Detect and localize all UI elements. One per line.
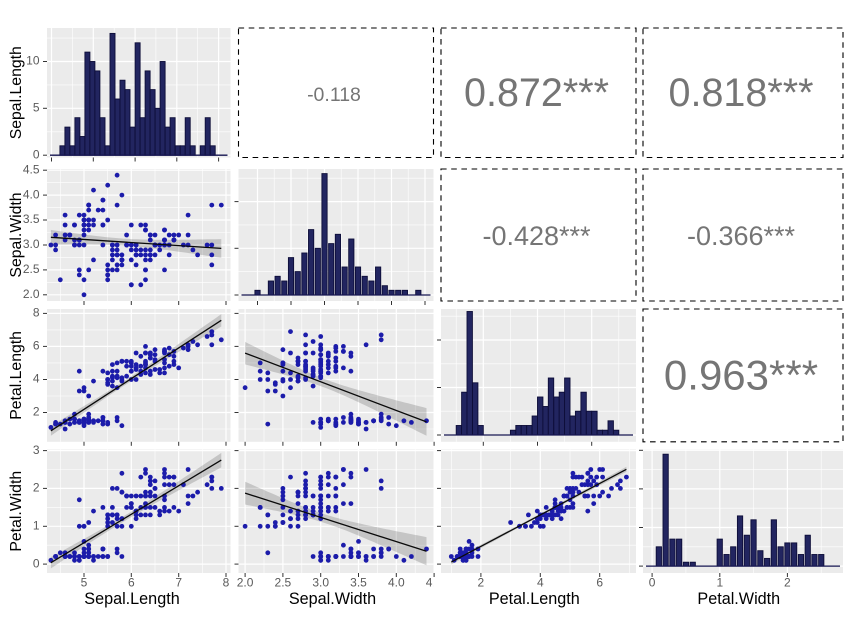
svg-text:Sepal.Width: Sepal.Width <box>289 590 376 608</box>
svg-text:3.5: 3.5 <box>350 576 367 590</box>
svg-text:0.872***: 0.872*** <box>464 71 609 115</box>
svg-text:Sepal.Length: Sepal.Length <box>84 590 179 608</box>
svg-text:4: 4 <box>537 576 544 590</box>
svg-text:4.5: 4.5 <box>23 162 40 176</box>
svg-text:2.0: 2.0 <box>23 287 40 301</box>
svg-text:-0.118: -0.118 <box>307 84 361 106</box>
svg-text:8: 8 <box>223 576 230 590</box>
svg-text:2.5: 2.5 <box>275 576 292 590</box>
svg-text:3.5: 3.5 <box>23 212 40 226</box>
svg-text:4.0: 4.0 <box>388 576 405 590</box>
svg-text:4.0: 4.0 <box>23 187 40 201</box>
svg-text:Petal.Length: Petal.Length <box>8 331 25 420</box>
svg-text:2: 2 <box>478 576 485 590</box>
svg-text:8: 8 <box>33 306 40 320</box>
svg-text:4: 4 <box>33 372 40 386</box>
svg-text:3.0: 3.0 <box>312 576 329 590</box>
svg-text:Petal.Length: Petal.Length <box>489 590 580 608</box>
svg-text:0: 0 <box>33 147 40 161</box>
svg-text:5: 5 <box>81 576 88 590</box>
svg-text:-0.366***: -0.366*** <box>687 221 796 251</box>
svg-text:2.0: 2.0 <box>237 576 254 590</box>
svg-text:1: 1 <box>33 518 40 532</box>
svg-text:1: 1 <box>716 576 723 590</box>
svg-text:6: 6 <box>128 576 135 590</box>
svg-text:3: 3 <box>33 443 40 457</box>
svg-text:0: 0 <box>649 576 656 590</box>
svg-text:2: 2 <box>784 576 791 590</box>
svg-text:0.818***: 0.818*** <box>669 71 814 115</box>
svg-text:6: 6 <box>596 576 603 590</box>
svg-text:2.5: 2.5 <box>23 262 40 276</box>
svg-text:5: 5 <box>33 100 40 114</box>
svg-text:Petal.Width: Petal.Width <box>697 590 780 608</box>
svg-text:3.0: 3.0 <box>23 237 40 251</box>
svg-text:-0.428***: -0.428*** <box>482 221 591 251</box>
svg-text:2: 2 <box>33 481 40 495</box>
svg-text:4.5: 4.5 <box>426 576 443 590</box>
svg-text:Petal.Width: Petal.Width <box>8 471 25 552</box>
svg-text:7: 7 <box>175 576 182 590</box>
svg-text:6: 6 <box>33 339 40 353</box>
svg-text:Sepal.Length: Sepal.Length <box>8 46 25 139</box>
svg-text:10: 10 <box>26 54 40 68</box>
svg-text:0.963***: 0.963*** <box>664 351 818 398</box>
svg-text:Sepal.Width: Sepal.Width <box>8 192 25 277</box>
svg-text:0: 0 <box>33 556 40 570</box>
svg-text:2: 2 <box>33 405 40 419</box>
